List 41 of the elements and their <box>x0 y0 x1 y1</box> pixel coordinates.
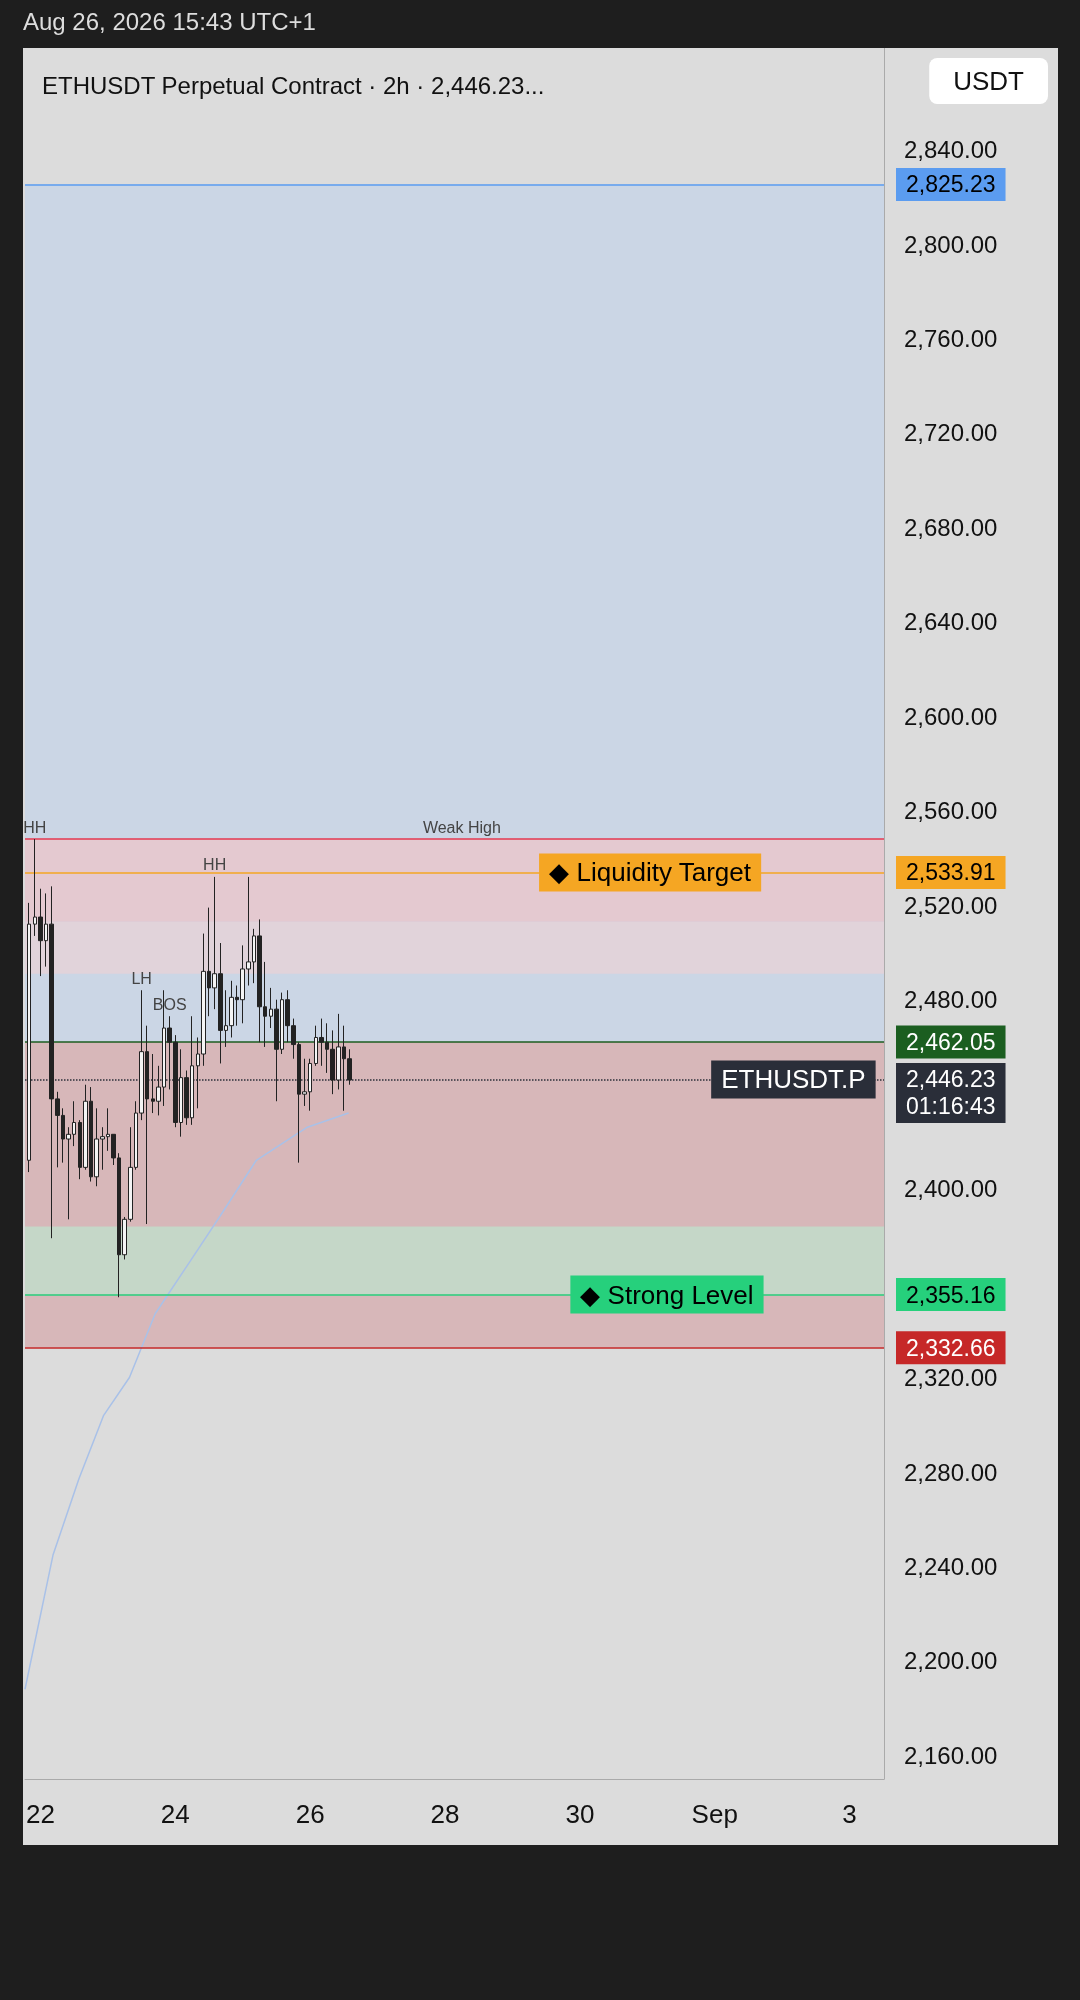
y-tick-label: 2,520.00 <box>904 891 998 919</box>
y-tick-label: 2,280.00 <box>904 1458 998 1486</box>
chart-subtitle: Aug 26, 2026 15:43 UTC+1 <box>23 8 316 36</box>
annotation: ◆ Strong Level <box>580 1279 754 1310</box>
x-tick-label: Sep <box>691 1799 738 1829</box>
x-tick-label: 30 <box>565 1799 595 1829</box>
annotation: LH <box>131 969 152 987</box>
y-tick-label: 2,800.00 <box>904 230 998 258</box>
ref-line-label: 2,462.05 <box>906 1029 996 1056</box>
y-tick-label: 2,600.00 <box>904 702 998 730</box>
y-tick-label: 2,480.00 <box>904 986 998 1014</box>
y-axis-title: USDT <box>953 66 1025 96</box>
annotation: ◆ Liquidity Target <box>549 857 752 888</box>
annotation: ETHUSDT.P <box>721 1064 866 1095</box>
y-tick-label: 2,680.00 <box>904 513 998 541</box>
ref-line-label: 2,825.23 <box>906 171 996 198</box>
y-tick-label: 2,760.00 <box>904 324 998 352</box>
y-tick-label: 2,400.00 <box>904 1175 998 1203</box>
y-tick-label: 2,240.00 <box>904 1552 998 1580</box>
y-tick-label: 2,560.00 <box>904 797 998 825</box>
ref-line-label: 2,533.91 <box>906 859 996 886</box>
text: ETHUSDT Perpetual Contract · 2h · 2,446.23... <box>42 71 545 99</box>
y-tick-label: 2,160.00 <box>904 1741 998 1769</box>
x-tick-label: 22 <box>26 1799 55 1829</box>
ref-line-label: 2,446.23 01:16:43 <box>906 1066 996 1120</box>
x-tick-label: 24 <box>160 1799 190 1829</box>
annotation: HH <box>203 856 227 874</box>
line-series <box>24 1112 350 1691</box>
y-tick-label: 2,720.00 <box>904 419 998 447</box>
y-tick-label: 2,640.00 <box>904 608 998 636</box>
annotation: HH <box>23 818 47 836</box>
x-tick-label: 28 <box>430 1799 460 1829</box>
y-tick-label: 2,320.00 <box>904 1364 998 1392</box>
ref-line-label: 2,355.16 <box>906 1281 996 1308</box>
candlestick <box>27 902 31 1173</box>
y-tick-label: 2,840.00 <box>904 136 998 164</box>
x-tick-label: 26 <box>295 1799 325 1829</box>
annotation: Weak High <box>422 818 501 836</box>
x-tick-label: 3 <box>842 1799 857 1829</box>
y-tick-label: 2,200.00 <box>904 1647 998 1675</box>
ref-line-label: 2,332.66 <box>906 1334 996 1361</box>
